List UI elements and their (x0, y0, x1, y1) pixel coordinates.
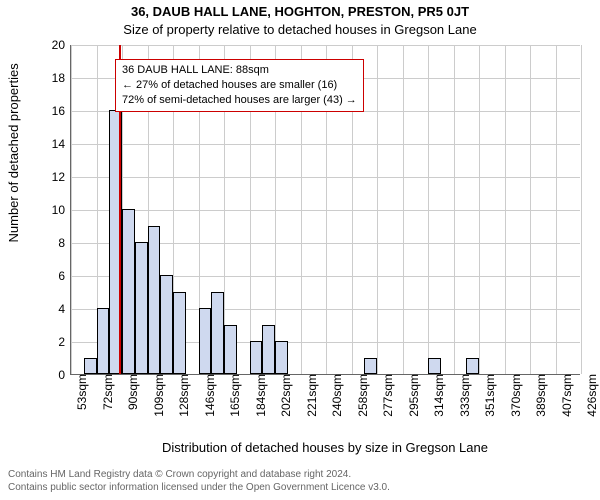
y-tick: 20 (52, 38, 71, 52)
annotation-line-2: ← 27% of detached houses are smaller (16… (122, 78, 357, 93)
x-tick: 240sqm (326, 374, 344, 417)
bar (199, 308, 212, 374)
x-tick: 146sqm (199, 374, 217, 417)
bar (135, 242, 148, 374)
y-tick: 4 (58, 302, 71, 316)
x-tick: 128sqm (173, 374, 191, 417)
y-tick: 2 (58, 335, 71, 349)
bar (250, 341, 263, 374)
gridline-v (403, 45, 404, 374)
bar (160, 275, 173, 374)
bar (428, 358, 441, 375)
bar (148, 226, 161, 375)
x-tick: 258sqm (352, 374, 370, 417)
footer-line-1: Contains HM Land Registry data © Crown c… (8, 468, 592, 481)
bar (173, 292, 186, 375)
x-tick: 389sqm (530, 374, 548, 417)
annotation-line-3: 72% of semi-detached houses are larger (… (122, 93, 357, 108)
y-tick: 16 (52, 104, 71, 118)
bar (122, 209, 135, 374)
chart-container: { "title": "36, DAUB HALL LANE, HOGHTON,… (0, 0, 600, 500)
y-tick: 0 (58, 368, 71, 382)
gridline-v (71, 45, 72, 374)
chart-title: 36, DAUB HALL LANE, HOGHTON, PRESTON, PR… (0, 4, 600, 19)
x-tick: 109sqm (148, 374, 166, 417)
x-tick: 202sqm (275, 374, 293, 417)
x-tick: 407sqm (556, 374, 574, 417)
bar (84, 358, 97, 375)
x-tick: 426sqm (581, 374, 599, 417)
y-tick: 10 (52, 203, 71, 217)
x-tick: 333sqm (454, 374, 472, 417)
x-tick: 370sqm (505, 374, 523, 417)
x-tick: 295sqm (403, 374, 421, 417)
x-tick: 165sqm (224, 374, 242, 417)
annotation-line-1: 36 DAUB HALL LANE: 88sqm (122, 63, 357, 78)
gridline-v (581, 45, 582, 374)
y-tick: 18 (52, 71, 71, 85)
x-tick: 53sqm (71, 374, 89, 410)
y-tick: 12 (52, 170, 71, 184)
chart-subtitle: Size of property relative to detached ho… (0, 22, 600, 37)
x-tick: 351sqm (479, 374, 497, 417)
x-tick: 221sqm (301, 374, 319, 417)
gridline-v (428, 45, 429, 374)
gridline-v (377, 45, 378, 374)
bar (466, 358, 479, 375)
bar (224, 325, 237, 375)
footer-line-2: Contains public sector information licen… (8, 481, 592, 494)
gridline-v (454, 45, 455, 374)
y-tick: 6 (58, 269, 71, 283)
bar (97, 308, 110, 374)
annotation-box: 36 DAUB HALL LANE: 88sqm ← 27% of detach… (115, 59, 364, 112)
x-axis-label: Distribution of detached houses by size … (70, 440, 580, 455)
y-tick: 8 (58, 236, 71, 250)
x-tick: 72sqm (97, 374, 115, 410)
gridline-v (505, 45, 506, 374)
y-tick: 14 (52, 137, 71, 151)
bar (364, 358, 377, 375)
y-axis-label: Number of detached properties (6, 63, 21, 242)
x-tick: 184sqm (250, 374, 268, 417)
footer: Contains HM Land Registry data © Crown c… (8, 468, 592, 494)
x-tick: 314sqm (428, 374, 446, 417)
bar (262, 325, 275, 375)
x-tick: 90sqm (122, 374, 140, 410)
gridline-v (556, 45, 557, 374)
x-tick: 277sqm (377, 374, 395, 417)
gridline-v (530, 45, 531, 374)
plot-area: 0246810121416182053sqm72sqm90sqm109sqm12… (70, 45, 580, 375)
bar (275, 341, 288, 374)
gridline-v (479, 45, 480, 374)
bar (211, 292, 224, 375)
